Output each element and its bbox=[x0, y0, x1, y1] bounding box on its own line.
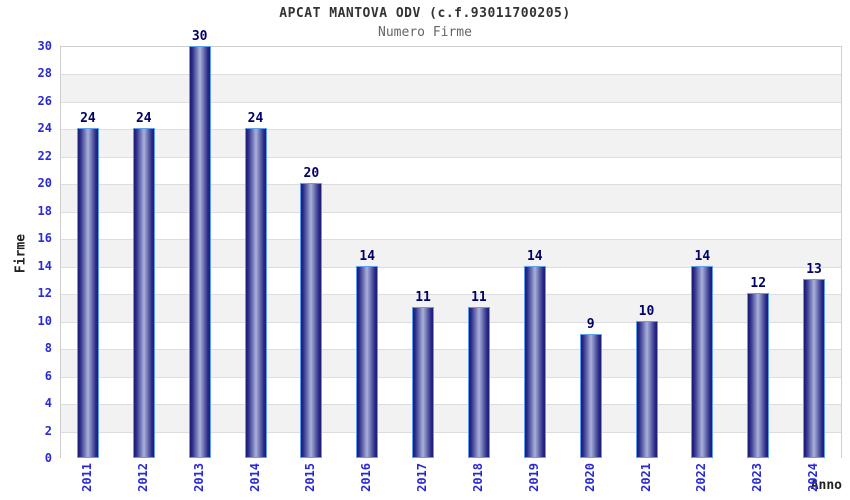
bar bbox=[467, 306, 490, 458]
grid-band bbox=[61, 184, 841, 212]
x-tick-label: 2013 bbox=[191, 463, 206, 492]
grid-band bbox=[61, 349, 841, 377]
bar bbox=[132, 128, 155, 458]
y-tick-label: 18 bbox=[37, 203, 52, 218]
bar-value-label: 24 bbox=[80, 111, 96, 127]
bar-value-label: 24 bbox=[247, 111, 264, 127]
grid-band bbox=[61, 321, 841, 350]
gridline bbox=[61, 431, 841, 433]
bar bbox=[188, 46, 211, 458]
bar-value-label: 14 bbox=[359, 248, 376, 264]
y-tick-label: 2 bbox=[44, 423, 52, 438]
y-tick-label: 22 bbox=[37, 148, 52, 163]
y-tick-label: 28 bbox=[37, 66, 52, 81]
x-tick-label: 2019 bbox=[526, 463, 541, 492]
gridline bbox=[61, 404, 841, 406]
x-tick-label: 2012 bbox=[135, 463, 150, 492]
bar bbox=[244, 128, 267, 458]
chart-subtitle: Numero Firme bbox=[378, 25, 472, 40]
bar bbox=[747, 293, 770, 458]
bar bbox=[412, 306, 435, 458]
gridline bbox=[61, 266, 841, 268]
x-tick-label: 2017 bbox=[415, 463, 430, 492]
gridline bbox=[61, 74, 841, 76]
gridline bbox=[61, 101, 841, 103]
bar bbox=[523, 265, 546, 458]
y-tick-label: 24 bbox=[37, 121, 52, 136]
gridline bbox=[61, 211, 841, 213]
bar bbox=[300, 183, 323, 458]
grid-band bbox=[61, 376, 841, 405]
x-tick-label: 2021 bbox=[638, 463, 653, 492]
grid-band bbox=[61, 129, 841, 157]
y-tick-label: 20 bbox=[37, 176, 52, 191]
bar-value-label: 13 bbox=[806, 262, 822, 278]
grid-band bbox=[61, 47, 841, 75]
gridline bbox=[61, 321, 841, 323]
bar-value-label: 9 bbox=[586, 317, 595, 333]
y-tick-label: 8 bbox=[44, 341, 52, 356]
y-axis-title: Firme bbox=[13, 233, 29, 274]
bar bbox=[76, 128, 99, 458]
y-tick-label: 6 bbox=[44, 368, 52, 383]
x-tick-label: 2018 bbox=[470, 463, 485, 492]
gridline bbox=[61, 129, 841, 131]
bar-value-label: 24 bbox=[135, 111, 152, 127]
grid-band bbox=[61, 294, 841, 322]
gridline bbox=[61, 184, 841, 186]
x-tick-label: 2014 bbox=[247, 463, 262, 492]
bar-value-label: 10 bbox=[638, 303, 655, 319]
x-tick-label: 2016 bbox=[359, 463, 374, 492]
grid-band bbox=[61, 74, 841, 102]
bar bbox=[803, 279, 826, 458]
gridline bbox=[61, 239, 841, 241]
bar-value-label: 20 bbox=[303, 166, 320, 182]
x-tick-label: 2020 bbox=[582, 463, 597, 492]
grid-band bbox=[61, 266, 841, 295]
x-tick-label: 2024 bbox=[806, 463, 821, 492]
y-tick-label: 10 bbox=[37, 313, 52, 328]
bar-value-label: 30 bbox=[191, 29, 208, 44]
bar-value-label: 11 bbox=[415, 289, 431, 305]
y-tick-label: 16 bbox=[37, 231, 52, 246]
y-tick-label: 0 bbox=[44, 451, 52, 465]
bar bbox=[356, 265, 379, 458]
gridline bbox=[61, 294, 841, 296]
grid-band bbox=[61, 101, 841, 130]
bar-value-label: 14 bbox=[694, 248, 711, 264]
bar bbox=[691, 265, 714, 458]
x-tick-label: 2015 bbox=[303, 463, 318, 492]
gridline bbox=[61, 156, 841, 158]
y-tick-label: 30 bbox=[37, 39, 52, 53]
x-tick-label: 2022 bbox=[694, 463, 709, 492]
x-axis-title: Anno bbox=[810, 478, 842, 493]
bar bbox=[579, 334, 602, 458]
y-tick-label: 12 bbox=[37, 286, 52, 301]
chart-title: APCAT MANTOVA ODV (c.f.93011700205) bbox=[279, 6, 571, 21]
y-tick-label: 26 bbox=[37, 93, 52, 108]
gridline bbox=[61, 376, 841, 378]
grid-band bbox=[61, 431, 841, 459]
x-tick-label: 2011 bbox=[79, 463, 94, 492]
bar-value-label: 12 bbox=[750, 276, 767, 292]
bar-value-label: 14 bbox=[526, 248, 543, 264]
grid-band bbox=[61, 156, 841, 185]
gridline bbox=[61, 349, 841, 351]
y-tick-label: 14 bbox=[37, 258, 52, 273]
grid-band bbox=[61, 404, 841, 432]
bar bbox=[635, 320, 658, 458]
grid-band bbox=[61, 211, 841, 240]
x-tick-label: 2023 bbox=[750, 463, 765, 492]
y-tick-label: 4 bbox=[44, 396, 52, 411]
bar-value-label: 11 bbox=[471, 289, 487, 305]
